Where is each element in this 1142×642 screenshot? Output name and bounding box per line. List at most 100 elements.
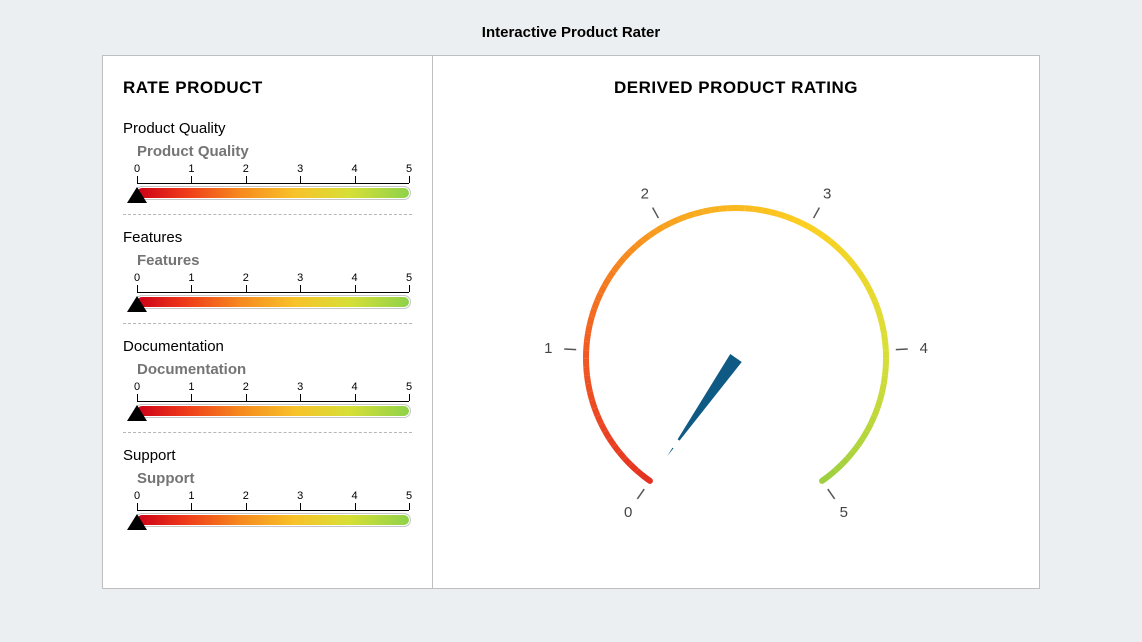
slider-tick xyxy=(137,285,138,292)
slider-handle[interactable] xyxy=(127,405,147,421)
derived-rating-gauge: 0 1 2 3 4 5 xyxy=(506,138,966,578)
gauge-tick xyxy=(814,208,820,218)
slider-tick-label: 3 xyxy=(297,163,303,175)
slider-block-3: SupportSupport012345 xyxy=(123,447,412,529)
slider-tick xyxy=(246,285,247,292)
slider-handle[interactable] xyxy=(127,187,147,203)
slider-tick-label: 5 xyxy=(406,163,412,175)
derived-rating-panel: DERIVED PRODUCT RATING 0 1 2 3 4 5 xyxy=(433,56,1039,588)
slider-tick-label: 1 xyxy=(188,272,194,284)
slider-tick xyxy=(191,285,192,292)
derived-rating-header: DERIVED PRODUCT RATING xyxy=(614,78,858,98)
panel-row: RATE PRODUCT Product QualityProduct Qual… xyxy=(102,55,1040,589)
slider-title: Features xyxy=(137,252,412,269)
slider-title: Documentation xyxy=(137,361,412,378)
gauge-wrap: 0 1 2 3 4 5 xyxy=(506,138,966,578)
slider-tick-label: 3 xyxy=(297,490,303,502)
page-title: Interactive Product Rater xyxy=(482,24,660,41)
slider-block-1: Features Features 0 1 2 3 4 5 xyxy=(123,229,412,311)
slider-tick-label: 2 xyxy=(243,163,249,175)
slider-scale: 012345 xyxy=(137,491,409,511)
slider-tick-label: 5 xyxy=(406,272,412,284)
slider-tick-label: 4 xyxy=(352,272,358,284)
slider-tick xyxy=(300,503,301,510)
slider-handle[interactable] xyxy=(127,514,147,530)
gauge-tick xyxy=(653,208,659,218)
slider-tick-label: 1 xyxy=(188,163,194,175)
gauge-tick-label: 5 xyxy=(840,504,848,521)
slider-tick-label: 0 xyxy=(134,490,140,502)
slider-track[interactable] xyxy=(123,293,409,311)
gauge-tick xyxy=(637,489,644,499)
slider-tick-label: 5 xyxy=(406,381,412,393)
gauge-tick xyxy=(828,489,835,499)
slider-tick xyxy=(191,503,192,510)
gauge-tick-label: 4 xyxy=(920,340,928,357)
slider-tick xyxy=(300,285,301,292)
slider-tick-label: 3 xyxy=(297,272,303,284)
slider-tick xyxy=(137,503,138,510)
slider-tick xyxy=(191,394,192,401)
slider-tick-label: 4 xyxy=(352,381,358,393)
slider-tick-label: 1 xyxy=(188,490,194,502)
slider-tick-label: 0 xyxy=(134,381,140,393)
slider-tick xyxy=(300,394,301,401)
slider-title: Support xyxy=(137,470,412,487)
slider-tick-label: 0 xyxy=(134,163,140,175)
slider-track[interactable] xyxy=(123,402,409,420)
slider-divider xyxy=(123,323,412,324)
slider-bar xyxy=(137,515,409,525)
slider-handle[interactable] xyxy=(127,296,147,312)
gauge-tick-label: 1 xyxy=(544,340,552,357)
slider-tick xyxy=(409,176,410,183)
slider-caption: Product Quality xyxy=(123,120,412,137)
gauge-tick-label: 2 xyxy=(641,186,649,203)
slider-tick-label: 1 xyxy=(188,381,194,393)
slider-tick-label: 4 xyxy=(352,490,358,502)
slider-title: Product Quality xyxy=(137,143,412,160)
rate-product-panel: RATE PRODUCT Product QualityProduct Qual… xyxy=(103,56,433,588)
slider-tick xyxy=(191,176,192,183)
slider-tick xyxy=(246,394,247,401)
slider-tick xyxy=(355,394,356,401)
slider-tick xyxy=(355,285,356,292)
slider-caption: Documentation xyxy=(123,338,412,355)
slider-divider xyxy=(123,432,412,433)
slider-track[interactable] xyxy=(123,511,409,529)
slider-tick-label: 3 xyxy=(297,381,303,393)
slider-tick-label: 2 xyxy=(243,272,249,284)
slider-block-2: Documentation Documentation 0 1 2 3 4 5 xyxy=(123,338,412,420)
slider-divider xyxy=(123,214,412,215)
slider-tick-label: 2 xyxy=(243,381,249,393)
slider-tick-label: 2 xyxy=(243,490,249,502)
slider-caption: Support xyxy=(123,447,412,464)
gauge-needle-dot xyxy=(671,439,681,449)
slider-tick-label: 0 xyxy=(134,272,140,284)
gauge-tick-label: 0 xyxy=(624,504,632,521)
slider-scale: 0 1 2 3 4 5 xyxy=(137,273,409,293)
slider-track[interactable] xyxy=(123,184,409,202)
slider-tick xyxy=(409,503,410,510)
sliders-host: Product QualityProduct Quality012345Feat… xyxy=(123,120,412,529)
slider-tick xyxy=(355,503,356,510)
slider-bar xyxy=(137,406,409,416)
gauge-tick-label: 3 xyxy=(823,186,831,203)
slider-tick xyxy=(409,285,410,292)
slider-tick xyxy=(246,503,247,510)
slider-bar xyxy=(137,188,409,198)
slider-block-0: Product Quality Product Quality 0 1 2 3 4 5 xyxy=(123,120,412,202)
slider-scale: 0 1 2 3 4 5 xyxy=(137,382,409,402)
gauge-tick xyxy=(896,349,908,350)
slider-tick xyxy=(355,176,356,183)
slider-bar xyxy=(137,297,409,307)
slider-tick xyxy=(409,394,410,401)
slider-tick xyxy=(137,394,138,401)
slider-scale: 0 1 2 3 4 5 xyxy=(137,164,409,184)
slider-tick xyxy=(300,176,301,183)
slider-tick xyxy=(246,176,247,183)
gauge-tick xyxy=(564,349,576,350)
slider-caption: Features xyxy=(123,229,412,246)
rate-product-header: RATE PRODUCT xyxy=(123,78,412,98)
slider-tick xyxy=(137,176,138,183)
slider-tick-label: 4 xyxy=(352,163,358,175)
